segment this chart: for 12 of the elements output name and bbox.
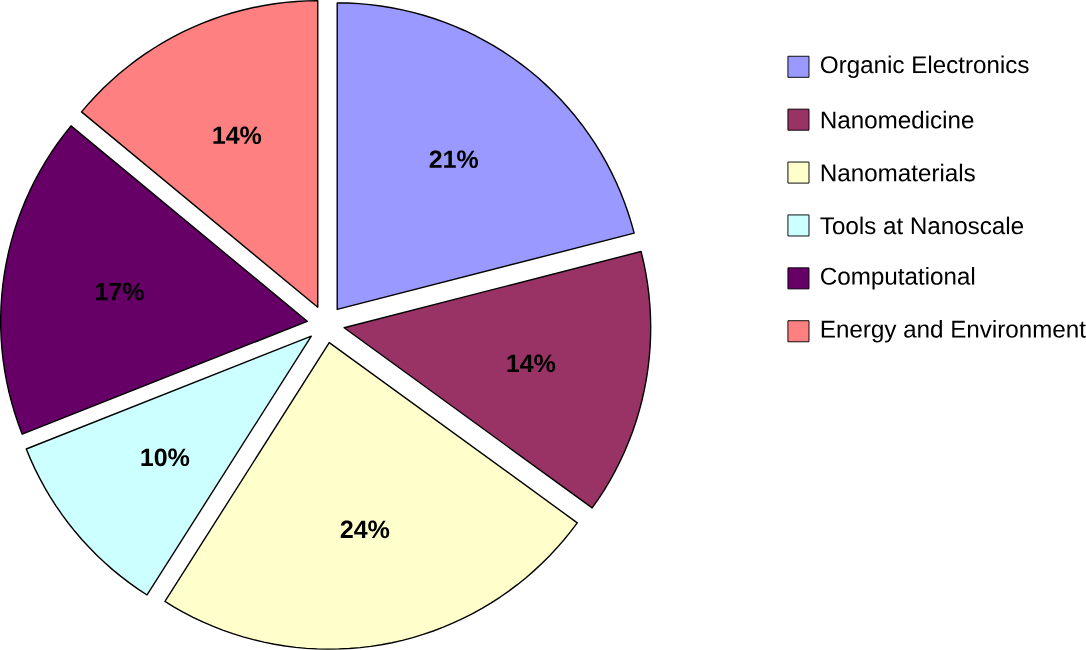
data-label: 10% [141,448,190,467]
data-label: 17% [96,282,144,301]
data-label: 24% [340,520,390,539]
legend-label: Organic Electronics [820,55,1029,79]
data-label: 21% [429,150,479,169]
data-label: 14% [213,126,262,145]
legend-label: Nanomedicine [821,110,974,129]
legend-label: Tools at Nanoscale [820,216,1024,235]
legend-label: Nanomaterials [821,163,975,182]
data-label: 14% [507,354,556,373]
legend-label: Energy and Environment [821,320,1086,343]
legend-label: Computational [821,267,975,290]
